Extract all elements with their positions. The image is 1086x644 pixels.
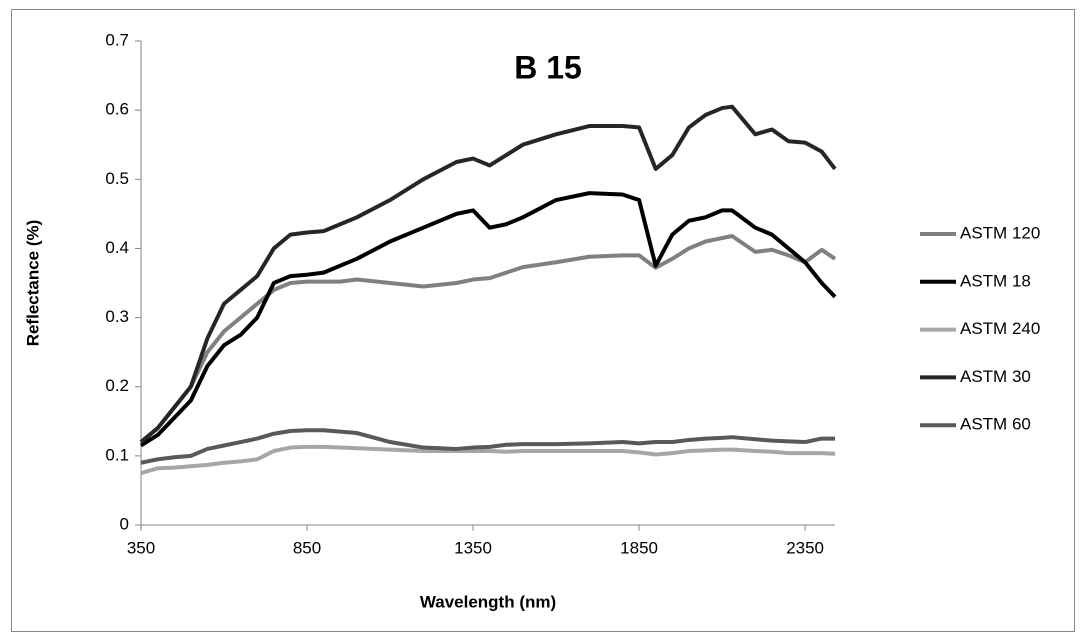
y-tick-label: 0.3 — [105, 307, 129, 326]
y-tick-label: 0.4 — [105, 238, 129, 257]
series-line — [140, 444, 836, 476]
legend-label: ASTM 60 — [960, 415, 1031, 434]
legend-label: ASTM 240 — [960, 319, 1040, 338]
y-tick-label: 0.1 — [105, 445, 129, 464]
x-tick-label: 850 — [293, 538, 321, 557]
y-tick-label: 0.5 — [105, 169, 129, 188]
series-line — [140, 428, 835, 465]
chart-title: B 15 — [514, 49, 582, 85]
series-line — [139, 104, 837, 444]
y-tick-label: 0.2 — [105, 376, 129, 395]
legend-label: ASTM 120 — [960, 223, 1040, 242]
y-axis-label: Reflectance (%) — [23, 220, 42, 347]
x-axis-label: Wavelength (nm) — [420, 592, 556, 611]
series-line — [139, 233, 837, 444]
legend-label: ASTM 18 — [960, 271, 1031, 290]
chart-frame — [11, 9, 1075, 632]
y-tick-label: 0 — [120, 514, 129, 533]
legend-label: ASTM 30 — [960, 367, 1031, 386]
series-line — [139, 191, 837, 448]
x-tick-label: 350 — [127, 538, 155, 557]
x-tick-label: 2350 — [786, 538, 824, 557]
x-tick-label: 1350 — [454, 538, 492, 557]
x-tick-label: 1850 — [620, 538, 658, 557]
y-tick-label: 0.7 — [105, 30, 129, 49]
y-tick-label: 0.6 — [105, 100, 129, 119]
